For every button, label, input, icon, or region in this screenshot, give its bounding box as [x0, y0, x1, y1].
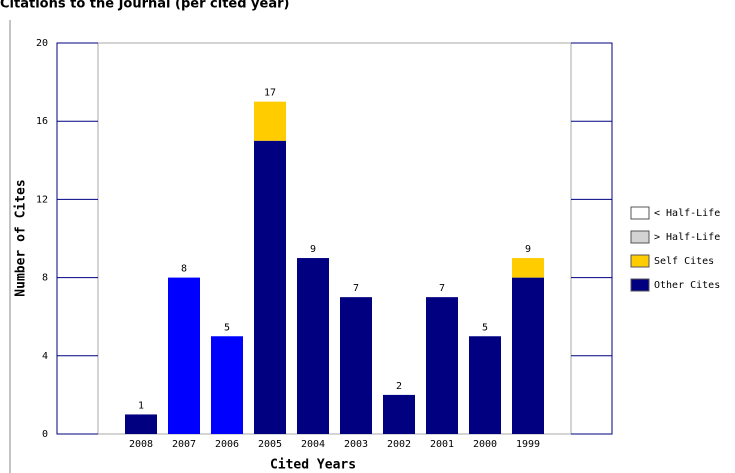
y-tick-label: 12 [36, 194, 48, 205]
y-tick-label: 16 [36, 116, 48, 127]
x-tick-label: 2006 [215, 439, 239, 450]
x-tick-label: 2005 [258, 439, 282, 450]
legend-swatch [630, 278, 650, 292]
total-label: 9 [525, 244, 531, 255]
x-tick-label: 2007 [172, 439, 196, 450]
total-label: 7 [353, 283, 359, 294]
bar-segment [512, 258, 544, 278]
left-panel [56, 42, 99, 435]
y-tick-label: 20 [36, 38, 48, 49]
bar-segment [340, 297, 372, 434]
total-label: 5 [482, 322, 488, 333]
legend-swatch [630, 206, 650, 220]
right-panel [570, 42, 613, 435]
x-tick-label: 2000 [473, 439, 497, 450]
legend-swatch [630, 254, 650, 268]
x-tick-label: 2001 [430, 439, 454, 450]
legend-label: Self Cites [654, 256, 714, 267]
legend-label: < Half-Life [654, 208, 720, 219]
total-label: 2 [396, 381, 402, 392]
bar-segment [469, 336, 501, 434]
total-label: 8 [181, 264, 187, 275]
x-tick-label: 2008 [129, 439, 153, 450]
bar-segment [168, 277, 200, 434]
x-axis-title: Cited Years [270, 458, 356, 473]
bar-segment [125, 414, 157, 434]
bar-segment [254, 101, 286, 141]
total-label: 5 [224, 322, 230, 333]
x-tick-label: 2002 [387, 439, 411, 450]
legend-label: Other Cites [654, 280, 720, 291]
y-tick-label: 4 [42, 351, 48, 362]
y-axis-title: Number of Cites [14, 179, 29, 296]
legend-swatch [630, 230, 650, 244]
y-tick-label: 0 [42, 429, 48, 440]
bar-segment [211, 336, 243, 434]
total-label: 9 [310, 244, 316, 255]
total-label: 7 [439, 283, 445, 294]
total-label: 1 [138, 400, 144, 411]
y-tick-label: 8 [42, 273, 48, 284]
bar-segment [297, 258, 329, 434]
bar-segment [383, 394, 415, 434]
total-label: 17 [264, 88, 276, 99]
bar-segment [426, 297, 458, 434]
bar-segment [254, 140, 286, 434]
x-tick-label: 2004 [301, 439, 325, 450]
x-tick-label: 1999 [516, 439, 540, 450]
chart-title: Citations to the Journal (per cited year… [0, 0, 289, 12]
legend-label: > Half-Life [654, 232, 720, 243]
x-tick-label: 2003 [344, 439, 368, 450]
bar-segment [512, 277, 544, 434]
